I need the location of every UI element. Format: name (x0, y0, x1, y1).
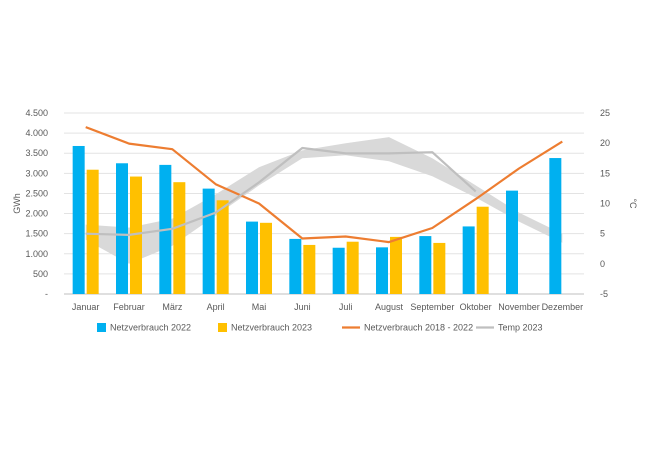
x-tick-label: Juni (294, 302, 311, 312)
legend-label: Temp 2023 (498, 323, 543, 333)
bar (246, 221, 258, 294)
bar (130, 176, 142, 294)
x-tick-label: April (207, 302, 225, 312)
y-right-tick-label: 0 (600, 259, 605, 269)
y-left-tick-label: 1.000 (25, 249, 48, 259)
temperature-band (85, 137, 563, 264)
y-left-tick-label: - (45, 289, 48, 299)
y-left-axis-title: GWh (12, 193, 22, 214)
y-left-tick-label: 3.500 (25, 148, 48, 158)
bar (376, 247, 388, 294)
series-line (85, 146, 477, 236)
x-tick-label: November (498, 302, 540, 312)
x-tick-label: Juli (339, 302, 353, 312)
bar (390, 236, 402, 294)
bar (462, 226, 475, 294)
bars (72, 145, 562, 294)
x-tick-label: Januar (72, 302, 100, 312)
y-left-tick-label: 4.500 (25, 108, 48, 118)
y-left-tick-label: 1.500 (25, 229, 48, 239)
legend: Netzverbrauch 2022 Netzverbrauch 2023 Netz… (97, 323, 543, 333)
x-tick-label: September (410, 302, 454, 312)
bar (173, 182, 186, 294)
bar (476, 206, 489, 294)
bar (72, 145, 85, 294)
bar (346, 241, 359, 294)
y-right-tick-label: 20 (600, 138, 610, 148)
y-right-tick-label: 5 (600, 229, 605, 239)
lines (85, 126, 563, 244)
y-right-axis-title: °C (628, 198, 638, 209)
legend-label: Netzverbrauch 2022 (110, 323, 191, 333)
y-left-tick-label: 2.000 (25, 209, 48, 219)
legend-label: Netzverbrauch 2018 - 2022 (364, 323, 473, 333)
legend-swatch (97, 323, 106, 332)
bar (506, 190, 518, 294)
legend-label: Netzverbrauch 2023 (231, 323, 312, 333)
x-tick-label: Mai (252, 302, 267, 312)
y-right-tick-label: 15 (600, 168, 610, 178)
x-tick-label: August (375, 302, 404, 312)
bar (549, 158, 562, 294)
legend-swatch (218, 323, 227, 332)
y-right-tick-label: 25 (600, 108, 610, 118)
axes: - 500 1.000 1.500 2.000 2.500 3.000 3.500 4.000 4… (12, 108, 638, 312)
y-left-tick-label: 3.000 (25, 168, 48, 178)
bar (289, 238, 302, 294)
bar (116, 163, 128, 294)
y-left-tick-label: 2.500 (25, 188, 48, 198)
x-tick-label: Oktober (460, 302, 492, 312)
x-tick-label: Dezember (542, 302, 584, 312)
bar (202, 188, 215, 294)
series-line (85, 126, 563, 244)
bar (303, 244, 316, 294)
bar (433, 242, 446, 294)
bar (216, 200, 229, 294)
y-right-tick-label: 10 (600, 199, 610, 209)
bar (419, 236, 432, 294)
x-tick-label: Februar (113, 302, 145, 312)
y-right-tick-label: -5 (600, 289, 608, 299)
bar (332, 247, 345, 294)
y-left-tick-label: 4.000 (25, 128, 48, 138)
temperature-range-area (85, 137, 563, 264)
x-tick-label: März (162, 302, 182, 312)
bar (260, 222, 272, 294)
y-left-tick-label: 500 (33, 269, 48, 279)
bar (86, 169, 99, 294)
